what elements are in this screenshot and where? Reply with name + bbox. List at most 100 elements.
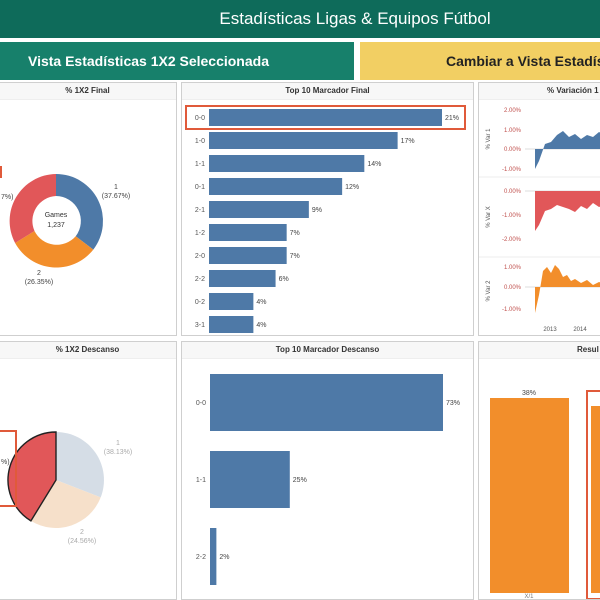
result-bar-x1[interactable] (490, 398, 569, 593)
bar-0-0[interactable] (210, 374, 443, 431)
area-var1 (535, 131, 600, 169)
axis-label-var1: % Var 1 (486, 128, 492, 150)
result-bar-selected[interactable] (591, 406, 600, 593)
slice-pct-1: (37.67%) (102, 193, 130, 200)
bar-value-label: 7% (290, 230, 300, 237)
tick: 0.00% (504, 147, 522, 153)
selection-box (185, 105, 466, 130)
bar-value-label: 14% (367, 161, 381, 168)
pie-chart: 1 (38.13%) 2 (24.56%) %) (0, 430, 132, 545)
panel-resultados: Resul 38% X/1 (478, 341, 600, 600)
pie-slice-2[interactable] (30, 480, 101, 528)
pie-slice-x[interactable] (7, 431, 57, 522)
bar-category-label: 2-2 (196, 554, 206, 561)
slice-label-2: 2 (80, 529, 84, 536)
x-tick-2014: 2014 (573, 327, 587, 333)
page-title: Estadísticas Ligas & Equipos Fútbol (219, 9, 491, 28)
donut-slice-2[interactable] (15, 231, 94, 268)
panel-title: Top 10 Marcador Descanso (182, 342, 473, 359)
result-bar-chart: 38% X/1 (490, 390, 600, 600)
tick: 2.00% (504, 108, 522, 114)
donut-slice-x[interactable] (9, 174, 56, 243)
tick: -2.00% (502, 237, 522, 243)
donut-center-label: Games (45, 212, 68, 219)
bar-category-label: 1-1 (195, 161, 205, 168)
bar-2-1[interactable] (209, 201, 309, 218)
panel-top10-final: Top 10 Marcador Final 0-0 21% 1-0 17% 1-1 14%… (181, 82, 474, 336)
slice-pct-x: %) (1, 459, 10, 466)
bar-category-label: 0-0 (195, 115, 205, 122)
bar-value-label: 12% (345, 184, 359, 191)
slice-pct-1: (38.13%) (104, 449, 132, 456)
bar-category-label: 0-0 (196, 400, 206, 407)
donut-chart: Games 1,237 1 (37.67%) 2 (26.35%) 7%) (0, 166, 130, 286)
bar-1-1[interactable] (210, 451, 290, 508)
bar-0-1[interactable] (209, 178, 343, 195)
panel-title: Resul (479, 342, 600, 359)
switch-view-button[interactable]: Cambiar a Vista Estadíst (360, 42, 600, 80)
panel-1x2-final: % 1X2 Final Games 1,237 1 (37.67%) 2 (26… (0, 82, 177, 336)
bar-1-2[interactable] (209, 224, 287, 241)
donut-center-value: 1,237 (47, 222, 65, 229)
axis-label-var2: % Var 2 (486, 280, 492, 302)
bar-category-label: 3-1 (195, 322, 205, 329)
bar-value-label: 4% (256, 322, 266, 329)
pie-slice-1[interactable] (56, 432, 104, 498)
selection-box (0, 430, 17, 507)
variation-chart: % Var 1 2.00% 1.00% 0.00% -1.00% % Var X… (479, 108, 600, 333)
slice-pct-2: (26.35%) (25, 279, 53, 286)
bar-category-label: 2-1 (195, 207, 205, 214)
bar-category-label: 1-0 (195, 138, 205, 145)
area-var2 (535, 265, 600, 313)
bar-category-label: 1-1 (196, 477, 206, 484)
bar-category-label: 0-1 (195, 184, 205, 191)
tick: -1.00% (502, 307, 522, 313)
panel-title: % 1X2 Descanso (0, 342, 176, 359)
panel-variacion: % Variación 1 % Var 1 2.00% 1.00% 0.00% … (478, 82, 600, 336)
tick: 0.00% (504, 189, 522, 195)
result-x-label: X/1 (524, 594, 534, 600)
tick: 1.00% (504, 128, 522, 134)
axis-label-varx: % Var X (486, 206, 492, 228)
bar-1-1[interactable] (209, 155, 365, 172)
bar-value-label: 2% (219, 554, 229, 561)
panel-title: % 1X2 Final (0, 83, 176, 100)
panel-title: % Variación 1 (479, 83, 600, 100)
bar-value-label: 7% (290, 253, 300, 260)
bar-1-0[interactable] (209, 132, 398, 149)
bar-value-label: 17% (401, 138, 415, 145)
tick: -1.00% (502, 213, 522, 219)
bar-2-2[interactable] (210, 528, 217, 585)
bar-value-label: 21% (445, 115, 459, 122)
bar-category-label: 0-2 (195, 299, 205, 306)
bar-value-label: 25% (293, 477, 307, 484)
current-view-button[interactable]: Vista Estadísticas 1X2 Seleccionada (0, 42, 354, 80)
panel-top10-descanso: Top 10 Marcador Descanso 0-0 73% 1-1 25% 2-2… (181, 341, 474, 600)
bar-category-label: 2-2 (195, 276, 205, 283)
selection-marker (0, 166, 2, 178)
bar-chart-final: 0-0 21% 1-0 17% 1-1 14% 0-1 12% 2-1 9% 1-2 7% 2-0 7% 2… (185, 105, 466, 333)
bar-2-0[interactable] (209, 247, 287, 264)
slice-label-1: 1 (116, 440, 120, 447)
bar-0-0[interactable] (209, 109, 442, 126)
slice-label-2: 2 (37, 270, 41, 277)
bar-3-1[interactable] (209, 316, 254, 333)
donut-slice-1[interactable] (56, 174, 104, 250)
bar-value-label: 6% (279, 276, 289, 283)
slice-pct-2: (24.56%) (68, 538, 96, 545)
tick: -1.00% (502, 167, 522, 173)
bar-value-label: 9% (312, 207, 322, 214)
app-header: Estadísticas Ligas & Equipos Fútbol (0, 0, 600, 38)
bar-category-label: 1-2 (195, 230, 205, 237)
bar-chart-descanso: 0-0 73% 1-1 25% 2-2 2% (196, 374, 460, 585)
slice-label-1: 1 (114, 184, 118, 191)
tick: 0.00% (504, 285, 522, 291)
area-varx (535, 191, 600, 231)
bar-2-2[interactable] (209, 270, 276, 287)
x-tick-2013: 2013 (543, 327, 557, 333)
panel-title: Top 10 Marcador Final (182, 83, 473, 100)
slice-pct-x: 7%) (1, 194, 13, 201)
bar-category-label: 2-0 (195, 253, 205, 260)
tick: 1.00% (504, 265, 522, 271)
bar-0-2[interactable] (209, 293, 254, 310)
